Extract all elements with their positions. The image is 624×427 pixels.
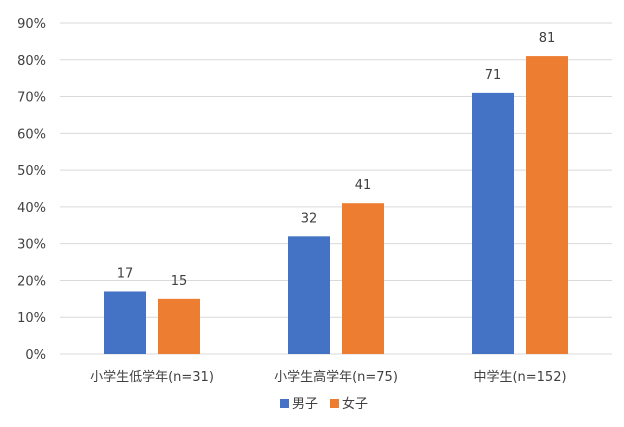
y-tick-label: 10% — [17, 311, 46, 326]
category-label: 中学生(n=152) — [473, 369, 566, 385]
bar-女子-2 — [526, 56, 568, 354]
legend-label: 女子 — [342, 396, 368, 412]
bar-女子-1 — [342, 203, 384, 354]
y-tick-label: 60% — [17, 127, 46, 142]
category-label: 小学生高学年(n=75) — [274, 369, 398, 385]
data-label: 41 — [355, 178, 372, 193]
y-tick-label: 70% — [17, 91, 46, 106]
data-labels: 17 15 32 41 71 81 — [117, 31, 556, 289]
data-label: 71 — [485, 68, 502, 83]
bar-男子-2 — [472, 92, 514, 354]
data-label: 17 — [117, 266, 134, 281]
bar-男子-1 — [288, 236, 330, 354]
gridlines — [60, 22, 612, 355]
y-tick-label: 90% — [17, 17, 46, 32]
y-tick-label: 30% — [17, 238, 46, 253]
y-tick-label: 40% — [17, 201, 46, 216]
y-tick-label: 50% — [17, 164, 46, 179]
legend-swatch-1 — [330, 399, 339, 408]
bar-男子-0 — [104, 291, 146, 354]
x-axis-categories: 小学生低学年(n=31) 小学生高学年(n=75) 中学生(n=152) — [90, 369, 566, 385]
y-tick-label: 20% — [17, 274, 46, 289]
data-label: 81 — [539, 31, 556, 46]
y-tick-label: 80% — [17, 54, 46, 69]
legend-label: 男子 — [292, 397, 318, 412]
data-label: 32 — [301, 211, 318, 226]
legend: 男子 女子 — [280, 396, 368, 412]
legend-swatch-0 — [280, 399, 289, 408]
bar-女子-0 — [158, 298, 200, 354]
data-label: 15 — [171, 274, 188, 289]
bars — [104, 56, 568, 354]
y-axis-ticks: 0% 10% 20% 30% 40% 50% 60% 70% 80% 90% — [17, 17, 46, 363]
y-tick-label: 0% — [25, 348, 46, 363]
category-label: 小学生低学年(n=31) — [90, 369, 214, 385]
